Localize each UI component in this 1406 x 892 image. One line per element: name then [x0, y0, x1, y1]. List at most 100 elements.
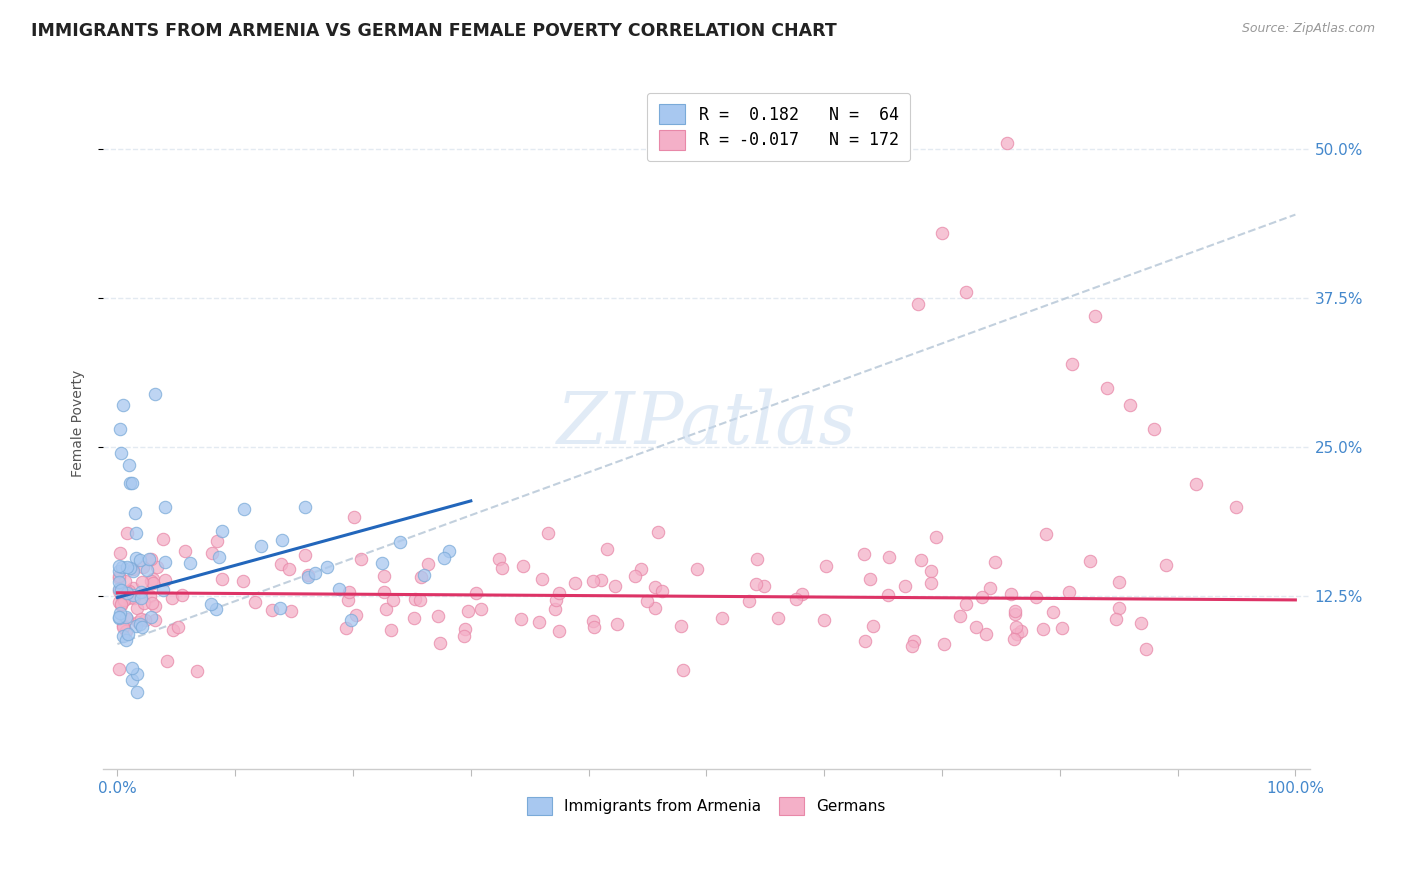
Point: [115, 586, 138, 600]
Point: [297, 570, 319, 584]
Point: [270, 557, 292, 571]
Point: [470, 601, 492, 615]
Point: [1084, 309, 1107, 323]
Point: [375, 602, 398, 616]
Point: [955, 285, 977, 300]
Point: [651, 584, 673, 599]
Point: [125, 551, 148, 566]
Point: [110, 598, 132, 612]
Point: [920, 564, 942, 578]
Point: [138, 590, 160, 604]
Point: [115, 559, 138, 574]
Point: [589, 573, 612, 587]
Point: [122, 591, 145, 606]
Point: [371, 556, 394, 570]
Point: [107, 582, 129, 596]
Point: [747, 552, 769, 566]
Point: [115, 610, 138, 624]
Point: [141, 596, 163, 610]
Point: [409, 570, 432, 584]
Point: [644, 580, 666, 594]
Point: [120, 560, 142, 574]
Point: [544, 602, 567, 616]
Point: [404, 591, 426, 606]
Point: [491, 561, 513, 575]
Point: [536, 525, 558, 540]
Point: [907, 297, 929, 311]
Point: [624, 569, 647, 583]
Point: [548, 586, 571, 600]
Point: [672, 664, 695, 678]
Point: [1005, 627, 1028, 641]
Point: [135, 563, 157, 577]
Point: [110, 545, 132, 559]
Point: [1135, 642, 1157, 657]
Point: [603, 579, 626, 593]
Point: [107, 564, 129, 578]
Point: [107, 574, 129, 589]
Point: [134, 596, 156, 610]
Point: [595, 541, 617, 556]
Point: [1119, 399, 1142, 413]
Point: [974, 627, 997, 641]
Point: [669, 619, 692, 633]
Text: ZIPatlas: ZIPatlas: [557, 388, 856, 458]
Point: [785, 591, 807, 606]
Point: [121, 581, 143, 595]
Point: [582, 614, 605, 628]
Point: [464, 586, 486, 600]
Point: [128, 553, 150, 567]
Point: [910, 553, 932, 567]
Point: [121, 475, 143, 490]
Point: [153, 500, 176, 514]
Point: [710, 611, 733, 625]
Point: [110, 582, 132, 597]
Point: [564, 575, 586, 590]
Point: [328, 582, 350, 596]
Point: [931, 226, 953, 240]
Point: [862, 619, 884, 633]
Point: [160, 591, 183, 605]
Point: [813, 613, 835, 627]
Point: [335, 621, 357, 635]
Point: [1225, 500, 1247, 514]
Point: [117, 591, 139, 605]
Point: [1004, 604, 1026, 618]
Point: [138, 551, 160, 566]
Point: [437, 544, 460, 558]
Point: [110, 446, 132, 460]
Point: [145, 599, 167, 613]
Point: [111, 560, 134, 574]
Point: [153, 573, 176, 587]
Point: [129, 612, 152, 626]
Point: [389, 535, 412, 549]
Point: [900, 640, 922, 654]
Point: [112, 594, 135, 608]
Point: [766, 610, 789, 624]
Point: [1004, 620, 1026, 634]
Point: [186, 665, 208, 679]
Point: [1050, 621, 1073, 635]
Point: [877, 549, 900, 564]
Point: [337, 585, 360, 599]
Point: [141, 574, 163, 588]
Point: [316, 560, 339, 574]
Point: [129, 591, 152, 605]
Point: [373, 584, 395, 599]
Point: [1105, 612, 1128, 626]
Point: [350, 552, 373, 566]
Point: [382, 593, 405, 607]
Point: [790, 587, 813, 601]
Point: [115, 525, 138, 540]
Point: [814, 558, 837, 573]
Point: [142, 572, 165, 586]
Point: [893, 579, 915, 593]
Point: [752, 579, 775, 593]
Point: [211, 573, 233, 587]
Point: [125, 685, 148, 699]
Point: [115, 584, 138, 599]
Point: [979, 582, 1001, 596]
Point: [418, 557, 440, 571]
Point: [114, 624, 136, 639]
Point: [107, 662, 129, 676]
